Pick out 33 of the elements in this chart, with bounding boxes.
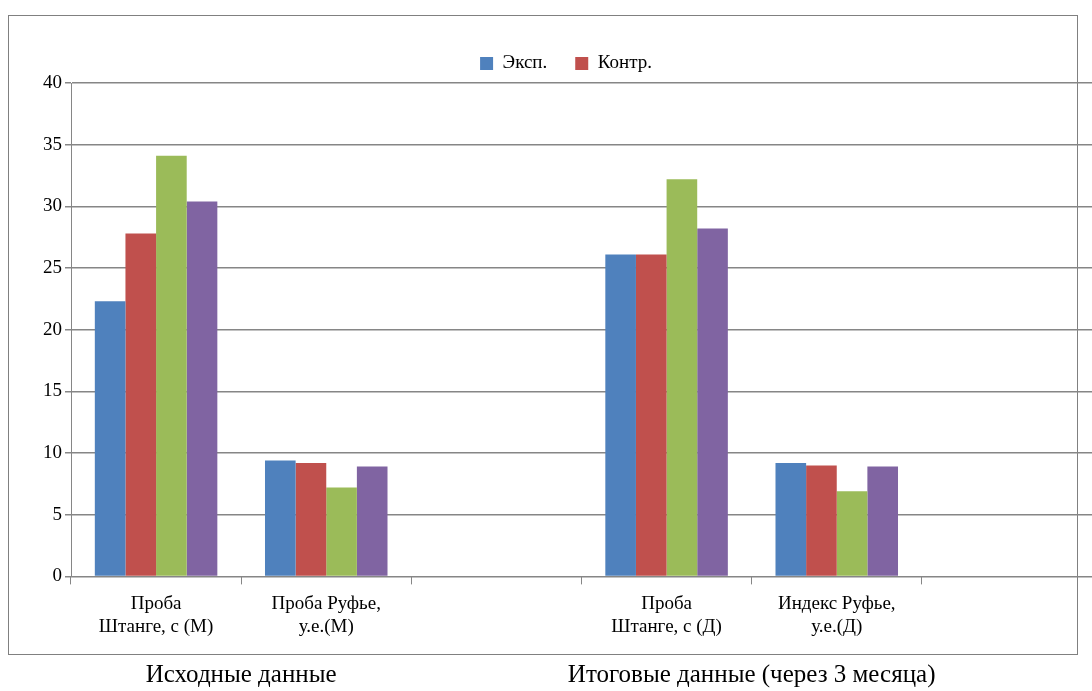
- y-tick-label: 10: [43, 441, 62, 463]
- legend-label: Эксп.: [502, 51, 548, 73]
- y-tick-label: 5: [52, 502, 62, 524]
- bar: [605, 254, 636, 576]
- bar: [867, 466, 899, 576]
- text: Исходные данные: [145, 660, 337, 688]
- y-tick-label: 20: [43, 317, 62, 339]
- bar: [186, 201, 218, 576]
- bar: [836, 491, 868, 576]
- x-tick-label: Индекс Руфье, у.е.(Д): [777, 591, 896, 637]
- x-tick-label: Проба Штанге, с (Д): [611, 591, 722, 637]
- x-tick-label: Проба Руфье, у.е.(М): [271, 591, 381, 637]
- y-tick-label: 0: [52, 564, 62, 586]
- bar: [326, 487, 357, 576]
- y-tick-label: 40: [43, 70, 62, 92]
- x-tick-label: Проба Штанге, с (М): [98, 591, 214, 637]
- y-tick-label: 35: [43, 132, 62, 154]
- y-tick-label: 15: [43, 379, 62, 401]
- bar: [635, 254, 667, 576]
- text: Итоговые данные (через 3 месяца): [567, 660, 936, 688]
- bar: [775, 462, 807, 576]
- bar: [697, 228, 728, 576]
- bar: [125, 233, 157, 576]
- y-tick-label: 30: [43, 194, 62, 216]
- bar: [666, 179, 698, 576]
- bar: [356, 466, 388, 576]
- bar: [264, 460, 296, 576]
- legend-label: Контр.: [597, 51, 652, 73]
- bar: [94, 301, 126, 576]
- bar: [295, 462, 327, 576]
- bar: [156, 155, 187, 576]
- bar: [806, 465, 837, 576]
- y-tick-label: 25: [43, 256, 62, 278]
